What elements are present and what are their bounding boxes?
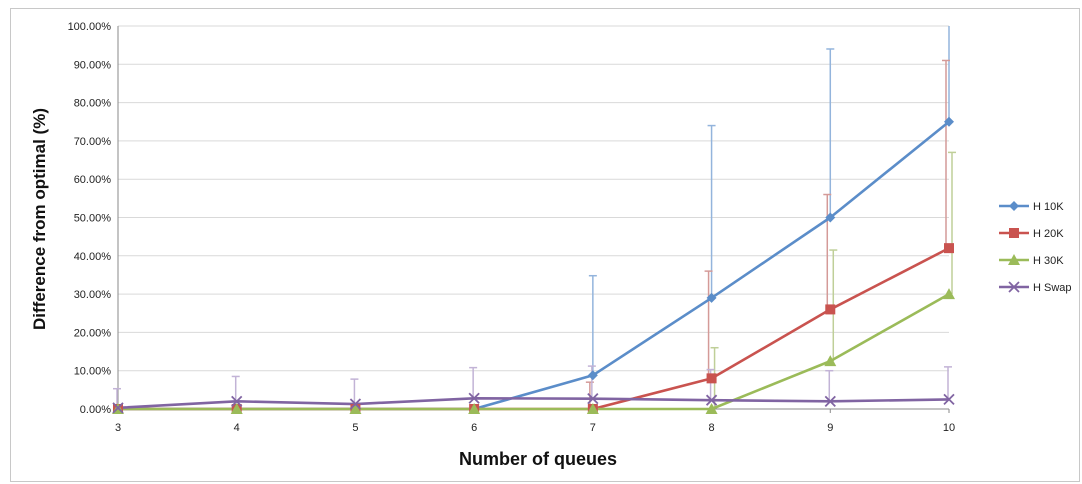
y-tick-label: 90.00%	[74, 59, 112, 71]
legend-label: H 10K	[1033, 201, 1064, 213]
data-point	[943, 393, 955, 406]
y-axis-title: Difference from optimal (%)	[30, 108, 49, 330]
data-point	[230, 403, 243, 414]
legend-label: H 20K	[1033, 228, 1064, 240]
series-line	[118, 246, 950, 411]
gridlines	[117, 25, 949, 410]
x-axis-title: Number of queues	[459, 449, 617, 469]
data-point	[1009, 201, 1019, 211]
series-lines	[117, 120, 950, 411]
y-tick-label: 20.00%	[74, 327, 112, 339]
data-point	[468, 392, 480, 404]
y-tick-label: 100.00%	[68, 21, 112, 33]
data-point	[587, 370, 598, 381]
data-point	[944, 243, 954, 254]
series-line	[118, 292, 950, 411]
data-point	[1008, 281, 1020, 293]
data-point	[943, 288, 955, 300]
data-point	[112, 402, 124, 414]
legend-label: H Swap	[1033, 282, 1072, 294]
x-tick-label: 10	[943, 422, 955, 434]
x-tick-label: 8	[709, 422, 715, 434]
data-point	[706, 292, 717, 303]
y-tick-label: 10.00%	[74, 366, 112, 378]
line-chart: 0.00% 10.00% 20.00% 30.00% 40.00% 50.00% 60.00…	[30, 21, 1072, 469]
series-line	[117, 396, 950, 410]
y-tick-label: 50.00%	[74, 213, 112, 225]
chart-frame: 0.00% 10.00% 20.00% 30.00% 40.00% 50.00% 60.00…	[10, 8, 1080, 482]
error-bars	[113, 26, 956, 409]
data-point	[825, 304, 836, 315]
data-point	[1009, 228, 1019, 238]
data-point	[586, 403, 599, 414]
series-markers	[112, 116, 955, 414]
legend: H 10K H 20K H 30K H Swap	[999, 201, 1072, 294]
y-tick-label: 70.00%	[74, 136, 112, 148]
data-point	[824, 395, 836, 407]
series-line	[118, 120, 950, 411]
data-point	[349, 398, 362, 410]
y-tick-label: 60.00%	[74, 174, 112, 186]
data-point	[705, 394, 718, 406]
y-tick-label: 30.00%	[74, 289, 112, 301]
x-tick-label: 5	[352, 422, 358, 434]
data-point	[944, 116, 954, 127]
x-tick-label: 7	[590, 422, 596, 434]
data-point	[824, 355, 837, 367]
x-tick-label: 9	[827, 422, 833, 434]
x-tick-label: 3	[115, 422, 121, 434]
data-point	[825, 212, 836, 223]
legend-label: H 30K	[1033, 255, 1064, 267]
y-tick-label: 40.00%	[74, 251, 112, 263]
data-point	[706, 373, 717, 384]
x-tick-label: 6	[471, 422, 477, 434]
y-tick-label: 80.00%	[74, 98, 112, 110]
y-axis-ticks: 0.00% 10.00% 20.00% 30.00% 40.00% 50.00% 60.00…	[68, 21, 112, 416]
data-point	[587, 393, 599, 405]
data-point	[1008, 254, 1020, 265]
data-point	[349, 403, 362, 414]
x-tick-label: 4	[234, 422, 240, 434]
y-tick-label: 0.00%	[80, 404, 111, 416]
data-point	[231, 395, 243, 407]
data-point	[705, 403, 718, 414]
data-point	[468, 403, 481, 414]
